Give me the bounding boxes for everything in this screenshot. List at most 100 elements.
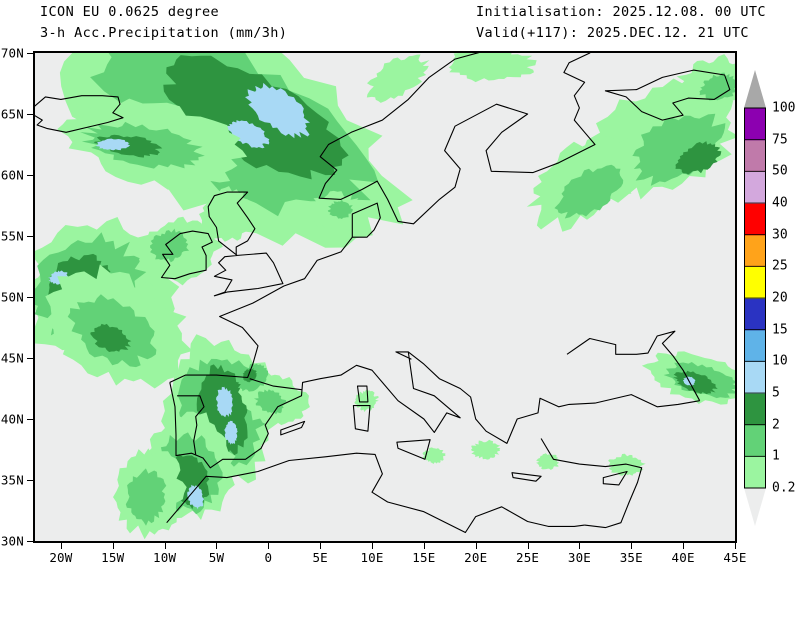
precip-pyrenees-2 — [242, 368, 258, 383]
x-axis-label: 40E — [671, 550, 695, 565]
border-pyrenees — [249, 378, 302, 391]
precip-aegean-02 — [536, 453, 560, 470]
precip-atlantic-s-2 — [90, 323, 132, 352]
precip-baltic-ne-1 — [554, 164, 624, 219]
y-axis-label: 35N — [0, 472, 24, 488]
coastline-blacksea-north — [566, 330, 701, 401]
colorbar-tick-label: 5 — [772, 385, 780, 401]
colorbar-tick-label: 100 — [772, 100, 796, 116]
coastline-denmark — [351, 202, 381, 238]
coastline-scandinavia — [318, 53, 596, 225]
precip-ebro-1 — [254, 389, 287, 415]
precip-skagerrak-1 — [327, 199, 353, 219]
x-axis-label: 10E — [360, 550, 384, 565]
precip-caucasus-2 — [673, 370, 718, 395]
y-axis-label: 40N — [0, 411, 24, 427]
x-axis-label: 15W — [101, 550, 125, 565]
x-axis-tick — [735, 543, 736, 549]
y-axis-tick — [27, 114, 33, 115]
x-axis-tick — [164, 543, 166, 549]
precip-iceland-se-5 — [96, 138, 131, 151]
precip-nwrussia-1 — [627, 113, 726, 186]
x-axis-tick — [268, 543, 270, 549]
y-axis-label: 70N — [0, 45, 24, 61]
colorbar-tick-label: 40 — [772, 195, 788, 211]
precip-morocco-1 — [125, 468, 167, 526]
coastline-white-sea — [604, 69, 731, 121]
y-axis-tick — [27, 358, 33, 359]
precipitation-raster — [35, 53, 735, 540]
colorbar-tick-label: 10 — [772, 353, 788, 369]
x-axis-label: 0 — [264, 550, 273, 565]
colorbar-band — [744, 424, 766, 457]
x-axis-label: 30E — [567, 550, 592, 565]
colorbar-over-arrow — [744, 70, 766, 108]
precip-nordland-02 — [366, 54, 430, 103]
x-axis-tick — [216, 543, 218, 549]
precip-norwegiansea-5b — [225, 120, 270, 149]
colorbar-tick-label: 2 — [772, 417, 780, 433]
coastline-cyprus — [602, 470, 628, 486]
coastline-iberia-italy — [169, 351, 461, 469]
coastline-balearics — [280, 420, 306, 436]
colorbar-tick-label: 0.2 — [772, 480, 796, 496]
coastline-iceland — [35, 95, 124, 133]
x-axis-label: 45E — [723, 550, 747, 565]
initialisation-time: Initialisation: 2025.12.08. 00 UTC — [476, 4, 766, 20]
x-axis-label: 20E — [464, 550, 488, 565]
coastline-ireland — [160, 230, 213, 280]
x-axis-tick — [320, 543, 322, 549]
valid-time: Valid(+117): 2025.DEC.12. 21 UTC — [476, 25, 749, 41]
coastline-balkans-blacksea-s — [407, 351, 700, 444]
colorbar-band — [744, 203, 766, 236]
coastline-north-africa — [166, 452, 585, 534]
colorbar-under-arrow — [744, 488, 766, 526]
precip-norwegiansea-5 — [245, 82, 310, 139]
y-axis-tick — [27, 236, 33, 237]
coastline-sicily — [396, 439, 431, 460]
precip-scotland-02 — [199, 186, 258, 242]
field-title: 3-h Acc.Precipitation (mm/3h) — [40, 25, 288, 41]
colorbar-tick-label: 30 — [772, 227, 788, 243]
y-axis-tick — [27, 297, 33, 298]
colorbar-band — [744, 171, 766, 204]
colorbar-tick-label: 20 — [772, 290, 788, 306]
colorbar-band — [744, 108, 766, 141]
coastline-crete — [511, 472, 542, 482]
colorbar-band — [744, 298, 766, 331]
precip-atlantic-front-2 — [163, 55, 349, 180]
y-axis-tick — [27, 541, 33, 542]
precip-corsica-02 — [354, 389, 379, 412]
colorbar-tick-label: 50 — [772, 163, 788, 179]
x-axis-tick — [112, 543, 114, 549]
x-axis-label: 20W — [49, 550, 73, 565]
colorbar-band — [744, 329, 766, 362]
precip-nwrussia-2 — [675, 141, 722, 175]
precip-ionian-02 — [471, 439, 501, 460]
precip-iberia-5 — [216, 386, 233, 418]
x-axis-label: 35E — [619, 550, 643, 565]
y-axis-label: 50N — [0, 289, 24, 305]
colorbar-tick-label: 1 — [772, 448, 780, 464]
x-axis-tick — [527, 543, 529, 549]
coastline-great-britain — [207, 191, 284, 297]
y-axis-label: 45N — [0, 350, 24, 366]
x-axis-label: 25E — [515, 550, 540, 565]
precip-ireland-1 — [150, 228, 190, 263]
precip-iberia-5b — [224, 420, 238, 445]
colorbar-band — [744, 234, 766, 267]
precip-gulfcadiz-5 — [187, 484, 205, 510]
colorbar-tick-label: 15 — [772, 322, 788, 338]
x-axis-tick — [683, 543, 685, 549]
x-axis-label: 5E — [312, 550, 328, 565]
colorbar-band — [744, 361, 766, 394]
y-axis-tick — [27, 480, 33, 481]
colorbar-tick-label: 25 — [772, 258, 788, 274]
map-plot-area — [33, 51, 737, 543]
x-axis-tick — [579, 543, 581, 549]
y-axis-label: 60N — [0, 167, 24, 183]
border-portugal — [177, 395, 205, 455]
x-axis-label: 10W — [153, 550, 177, 565]
colorbar-band — [744, 393, 766, 426]
